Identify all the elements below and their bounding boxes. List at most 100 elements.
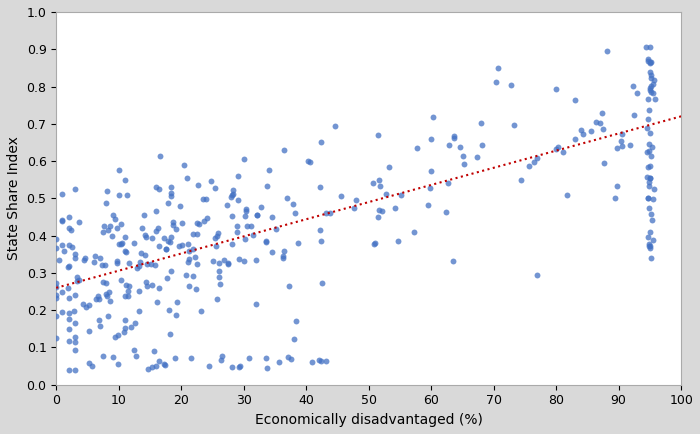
Point bbox=[307, 358, 318, 365]
Point bbox=[586, 128, 597, 135]
Point bbox=[203, 363, 214, 370]
Point bbox=[122, 293, 134, 299]
Point bbox=[192, 219, 203, 226]
Point bbox=[80, 304, 92, 311]
Point bbox=[643, 178, 655, 185]
Point bbox=[643, 140, 655, 147]
Point bbox=[595, 119, 606, 126]
Point bbox=[166, 192, 177, 199]
Point bbox=[167, 219, 178, 226]
Point bbox=[290, 318, 302, 325]
Point bbox=[218, 257, 229, 264]
Point bbox=[642, 116, 653, 123]
Point bbox=[476, 141, 487, 148]
Point bbox=[320, 209, 331, 216]
Point bbox=[131, 264, 142, 271]
Point bbox=[102, 188, 113, 195]
Point bbox=[578, 131, 589, 138]
Point bbox=[643, 243, 655, 250]
Point bbox=[643, 204, 655, 211]
Point bbox=[69, 347, 80, 354]
Point bbox=[63, 326, 74, 333]
Point bbox=[69, 320, 80, 327]
Point bbox=[103, 226, 114, 233]
Point bbox=[66, 244, 78, 251]
Point bbox=[532, 155, 543, 161]
Point bbox=[642, 57, 653, 64]
Point bbox=[136, 225, 148, 232]
Point bbox=[120, 247, 131, 254]
Point bbox=[172, 299, 183, 306]
Point bbox=[57, 241, 68, 248]
Point bbox=[252, 212, 263, 219]
Point bbox=[116, 220, 127, 227]
Point bbox=[601, 48, 612, 55]
Point bbox=[155, 152, 166, 159]
Point bbox=[150, 207, 162, 214]
Point bbox=[349, 204, 360, 211]
Point bbox=[150, 183, 161, 190]
Point bbox=[62, 285, 74, 292]
Point bbox=[197, 196, 209, 203]
Point bbox=[225, 194, 236, 201]
Point bbox=[130, 319, 141, 326]
Point bbox=[492, 65, 503, 72]
Point bbox=[335, 192, 346, 199]
Point bbox=[516, 177, 527, 184]
Point bbox=[316, 358, 327, 365]
Point bbox=[139, 252, 150, 259]
Point bbox=[69, 185, 80, 192]
Point bbox=[278, 247, 289, 254]
Point bbox=[643, 106, 655, 113]
Point bbox=[173, 243, 184, 250]
Point bbox=[63, 338, 74, 345]
Point bbox=[251, 301, 262, 308]
Point bbox=[288, 336, 300, 343]
Point bbox=[609, 195, 620, 202]
Point bbox=[370, 240, 381, 247]
Point bbox=[324, 210, 335, 217]
Point bbox=[101, 279, 112, 286]
Point bbox=[427, 114, 438, 121]
Point bbox=[443, 142, 454, 149]
Point bbox=[71, 277, 83, 284]
Point bbox=[645, 88, 657, 95]
Point bbox=[186, 354, 197, 361]
Point bbox=[645, 58, 657, 65]
Point bbox=[642, 173, 653, 180]
Point bbox=[426, 168, 437, 175]
Point bbox=[163, 199, 174, 206]
Point bbox=[100, 200, 111, 207]
Point bbox=[118, 329, 130, 335]
Point bbox=[256, 203, 267, 210]
X-axis label: Economically disadvantaged (%): Economically disadvantaged (%) bbox=[255, 413, 482, 427]
Point bbox=[644, 243, 655, 250]
Point bbox=[412, 145, 423, 151]
Point bbox=[209, 234, 220, 241]
Point bbox=[97, 262, 108, 269]
Point bbox=[69, 250, 80, 257]
Point bbox=[648, 80, 659, 87]
Point bbox=[178, 161, 189, 168]
Point bbox=[141, 233, 152, 240]
Point bbox=[146, 261, 157, 268]
Point bbox=[74, 219, 85, 226]
Point bbox=[234, 256, 245, 263]
Point bbox=[216, 353, 228, 360]
Point bbox=[107, 353, 118, 360]
Point bbox=[214, 260, 225, 266]
Point bbox=[69, 333, 80, 340]
Point bbox=[159, 360, 170, 367]
Point bbox=[241, 205, 252, 212]
Point bbox=[617, 131, 628, 138]
Point bbox=[83, 328, 94, 335]
Point bbox=[94, 322, 106, 329]
Point bbox=[102, 312, 113, 319]
Point bbox=[148, 348, 160, 355]
Point bbox=[99, 222, 110, 229]
Point bbox=[167, 221, 178, 228]
Point bbox=[409, 228, 420, 235]
Point bbox=[646, 153, 657, 160]
Point bbox=[239, 258, 250, 265]
Point bbox=[648, 77, 659, 84]
